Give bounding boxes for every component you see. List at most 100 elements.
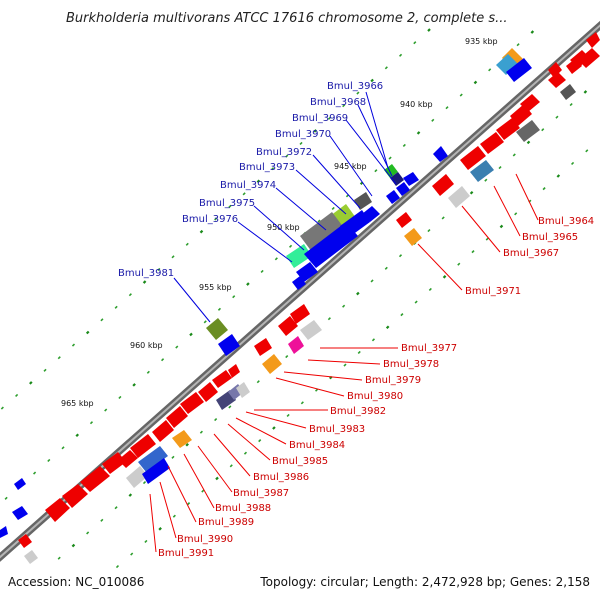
gene-arrow — [24, 550, 38, 564]
tick-dot — [185, 442, 189, 447]
tick-dot — [114, 506, 118, 510]
gene-label: Bmul_3984 — [289, 440, 345, 451]
tick-dot — [258, 439, 262, 443]
tick-dot — [201, 489, 205, 493]
gene-arrow — [262, 354, 282, 374]
tick-dot — [317, 219, 321, 223]
tick-dot — [514, 212, 518, 216]
tick-dot — [370, 78, 374, 83]
tick-dot — [427, 228, 431, 233]
tick-dot — [288, 244, 293, 248]
tick-dot — [384, 66, 388, 70]
gene-label: Bmul_3989 — [198, 517, 254, 528]
tick-dot — [569, 102, 573, 107]
gene-arrow — [403, 172, 419, 186]
gene-label: Bmul_3977 — [401, 343, 457, 354]
tick-label: 955 kbp — [199, 283, 232, 292]
gene-arrow — [548, 62, 562, 78]
gene-arrow — [206, 318, 228, 340]
gene-arrow — [404, 228, 422, 246]
tick-dot — [175, 345, 179, 349]
tick-dot — [144, 539, 148, 543]
tick-dot — [171, 255, 175, 259]
gene-arrow — [520, 94, 540, 112]
gene-arrow — [566, 58, 582, 74]
gene-label: Bmul_3976 — [182, 214, 238, 225]
gene-label: Bmul_3975 — [199, 198, 255, 209]
gene-label: Bmul_3981 — [118, 268, 174, 279]
inner-genes — [18, 48, 600, 564]
tick-dot — [242, 192, 246, 196]
gene-label: Bmul_3971 — [465, 286, 521, 297]
tick-dot — [416, 131, 421, 135]
tick-dot — [246, 282, 250, 286]
gene-arrow — [290, 304, 310, 324]
tick-dot — [555, 115, 559, 119]
tick-dot — [285, 154, 289, 158]
map-title: Burkholderia multivorans ATCC 17616 chro… — [66, 11, 508, 26]
gene-arrow — [212, 370, 232, 388]
gene-arrow — [12, 506, 28, 520]
tick-dot — [556, 174, 561, 178]
gene-arrow — [138, 446, 168, 472]
outer-labels: Bmul_3966 Bmul_3968 Bmul_3969 Bmul_3970 … — [118, 81, 397, 323]
gene-arrow — [80, 466, 110, 492]
gene-label: Bmul_3974 — [220, 180, 276, 191]
tick-dot — [402, 143, 406, 148]
gene-arrow — [578, 48, 600, 68]
gene-arrow — [254, 338, 272, 356]
tick-dot — [469, 190, 474, 195]
tick-dot — [128, 293, 132, 297]
tick-dot — [214, 217, 218, 221]
tick-dot — [199, 229, 204, 234]
tick-dot — [428, 287, 432, 291]
tick-dot — [498, 165, 502, 170]
gene-label: Bmul_3979 — [365, 375, 421, 386]
gene-arrow — [292, 276, 306, 290]
tick-dot — [118, 395, 122, 400]
gene-arrow — [198, 382, 218, 402]
tick-dot — [441, 216, 445, 220]
gene-arrow — [390, 172, 404, 186]
gene-arrow — [286, 244, 312, 268]
tick-label: 945 kbp — [334, 162, 367, 171]
tick-dot — [172, 514, 176, 518]
gene-label: Bmul_3982 — [330, 406, 386, 417]
gene-arrow — [18, 534, 32, 548]
tick-label: 940 kbp — [400, 100, 433, 109]
tick-dot — [43, 368, 47, 372]
tick-dot — [47, 458, 51, 463]
gene-label: Bmul_3972 — [256, 147, 312, 158]
tick-dot — [243, 451, 248, 455]
gene-label: Bmul_3983 — [309, 424, 365, 435]
outer-genes — [0, 32, 600, 538]
gene-arrow — [296, 262, 318, 282]
tick-dot — [215, 476, 219, 481]
tick-dot — [217, 307, 222, 311]
gene-arrow — [236, 382, 250, 398]
tick-dot — [431, 118, 435, 122]
tick-dot — [115, 565, 120, 569]
tick-dot — [130, 552, 134, 556]
tick-dot — [413, 41, 417, 45]
tick-dot — [484, 178, 488, 182]
gene-arrow — [396, 212, 412, 228]
tick-dot — [457, 262, 461, 266]
gene-arrow — [62, 484, 88, 508]
gene-label: Bmul_3990 — [177, 534, 233, 545]
tick-dot — [158, 527, 162, 531]
tick-dot — [331, 206, 335, 211]
tick-dot — [398, 254, 403, 258]
gene-arrow — [130, 434, 156, 458]
gene-arrow — [288, 336, 304, 354]
tick-dot — [185, 242, 189, 246]
accession-text: Accession: NC_010086 — [8, 575, 144, 589]
tick-dot — [399, 53, 403, 57]
tick-dot — [161, 358, 165, 362]
gene-arrow — [172, 430, 192, 448]
tick-dot — [313, 129, 318, 133]
tick-dot — [388, 156, 392, 160]
gene-arrow — [126, 466, 148, 488]
tick-dot — [260, 269, 264, 274]
tick-dot — [128, 493, 133, 497]
